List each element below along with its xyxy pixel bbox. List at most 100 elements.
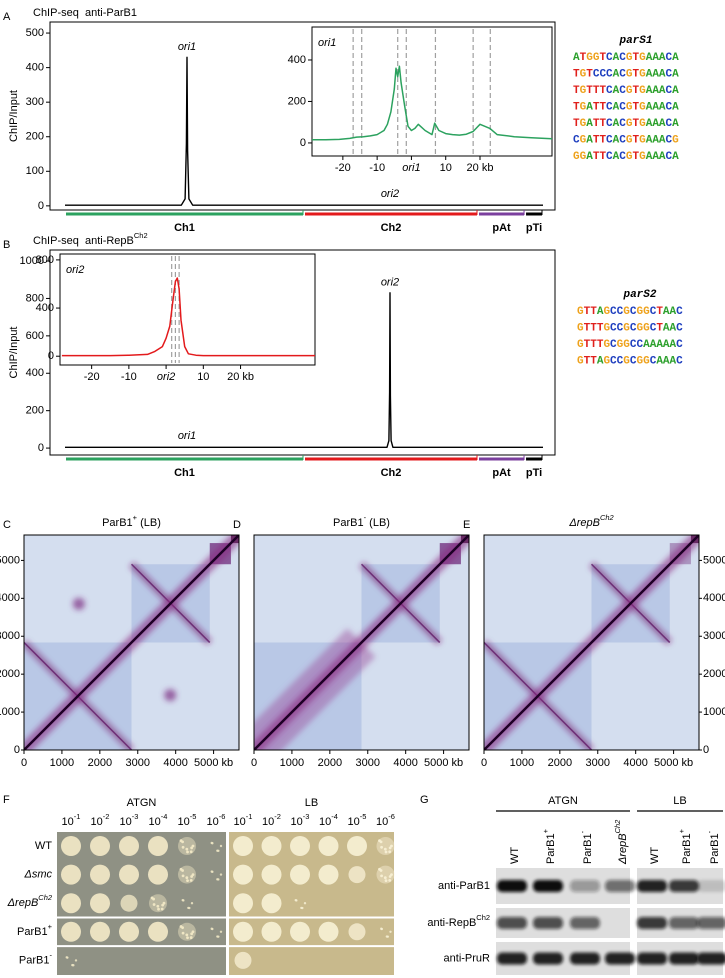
- blot-band: [697, 917, 725, 929]
- blot-band: [669, 880, 699, 892]
- motif-base: C: [619, 85, 626, 97]
- lane-label-sup: -: [578, 830, 587, 833]
- colony: [160, 907, 164, 911]
- motif-sequence: GTTTGCCGCGGCTAAC: [577, 322, 683, 334]
- motif-sequence: TGTCCCACGTGAAACA: [573, 68, 679, 80]
- motif-base: G: [623, 355, 630, 367]
- colony-spot: [61, 864, 81, 885]
- dilution-label-sup: -3: [303, 812, 310, 821]
- colony-spot: [261, 921, 282, 942]
- motif-base: T: [593, 151, 600, 163]
- dilution-label: 10-2: [262, 812, 281, 827]
- motif-base: G: [593, 52, 600, 64]
- colony: [186, 879, 189, 882]
- x-tick-label: 20 kb: [227, 371, 254, 383]
- y-tick-label: 800: [26, 292, 44, 304]
- motif-base: C: [666, 151, 673, 163]
- lane-label-base: ParB1: [582, 833, 594, 864]
- motif-base: C: [676, 339, 683, 351]
- motif-base: G: [626, 68, 633, 80]
- blot-band: [637, 952, 667, 965]
- motif-base: A: [597, 306, 604, 318]
- motif-base: A: [646, 68, 653, 80]
- motif-base: C: [619, 118, 626, 130]
- motif-base: C: [619, 52, 626, 64]
- dilution-label-sup: -3: [132, 812, 139, 821]
- motif-base: G: [636, 355, 643, 367]
- colony: [186, 936, 189, 940]
- colony: [186, 850, 189, 854]
- dilution-label-base: 10: [178, 816, 190, 828]
- motif-base: C: [619, 68, 626, 80]
- motif-base: T: [590, 306, 597, 318]
- motif-sequence: TGATTCACGTGAAACA: [573, 118, 679, 130]
- motif-base: C: [619, 134, 626, 146]
- chromosome-label: pAt: [492, 222, 511, 234]
- y-tick-label: 400: [26, 62, 44, 74]
- motif-base: T: [632, 52, 639, 64]
- blot-band: [637, 880, 667, 892]
- motif-base: C: [650, 322, 657, 334]
- x-tick-label: 1000: [50, 757, 74, 769]
- motif-base: C: [676, 355, 683, 367]
- map-title-base: ParB1: [102, 517, 133, 529]
- motif-base: C: [630, 322, 637, 334]
- colony: [189, 936, 193, 939]
- y-tick-label: 0: [14, 744, 20, 756]
- dilution-label-sup: -1: [246, 812, 253, 821]
- lane-label-sup: +: [541, 829, 550, 833]
- motif-base: A: [656, 339, 663, 351]
- map-title-sup: +: [133, 513, 137, 522]
- dilution-label: 10-3: [291, 812, 310, 827]
- motif-base: A: [659, 134, 666, 146]
- motif-base: C: [630, 339, 637, 351]
- blot-band: [570, 880, 600, 892]
- x-tick-label: 2000: [88, 757, 112, 769]
- colony: [161, 903, 165, 907]
- motif-base: A: [663, 306, 670, 318]
- motif-base: C: [666, 101, 673, 113]
- motif-base: C: [676, 322, 683, 334]
- motif-base: G: [672, 134, 679, 146]
- motif-base: G: [639, 52, 646, 64]
- group-label: ATGN: [548, 795, 578, 807]
- chromosome-label: pAt: [492, 467, 511, 479]
- hic-map: [254, 535, 469, 750]
- motif-base: A: [659, 101, 666, 113]
- x-tick-label: ori2: [157, 371, 175, 383]
- colony-spot: [148, 921, 168, 942]
- antibody-label-base: anti-RepB: [427, 917, 476, 929]
- panel-letter: E: [463, 519, 470, 531]
- colony-spot: [119, 836, 139, 856]
- motif-base: A: [652, 101, 659, 113]
- motif-base: A: [646, 101, 653, 113]
- motif-base: G: [580, 68, 587, 80]
- motif-base: A: [613, 52, 620, 64]
- motif-base: C: [666, 68, 673, 80]
- motif-base: A: [613, 134, 620, 146]
- dilution-label-sup: -6: [219, 812, 226, 821]
- motif-base: T: [597, 339, 604, 351]
- colony-spot: [233, 836, 253, 856]
- motif-base: C: [666, 118, 673, 130]
- motif-base: A: [573, 52, 580, 64]
- lane-label-sup: +: [677, 829, 686, 833]
- motif-base: G: [639, 151, 646, 163]
- colony: [72, 964, 75, 967]
- colony-spot: [348, 866, 366, 884]
- dilution-label: 10-2: [91, 812, 110, 827]
- peak-label: ori1: [178, 41, 196, 53]
- colony: [383, 847, 387, 851]
- motif-base: C: [619, 151, 626, 163]
- colony: [217, 849, 220, 853]
- colony: [217, 878, 220, 881]
- motif-base: A: [646, 118, 653, 130]
- dilution-label: 10-4: [319, 812, 338, 827]
- panel-title-base: ChIP-seq anti-RepB: [33, 235, 134, 247]
- colony: [378, 839, 381, 843]
- colony-spot: [318, 836, 339, 856]
- colony: [380, 927, 384, 931]
- panel-letter: D: [233, 519, 241, 531]
- motif-sequence: TGATTCACGTGAAACA: [573, 101, 679, 113]
- motif-sequence: CGATTCACGTGAAACG: [573, 134, 679, 146]
